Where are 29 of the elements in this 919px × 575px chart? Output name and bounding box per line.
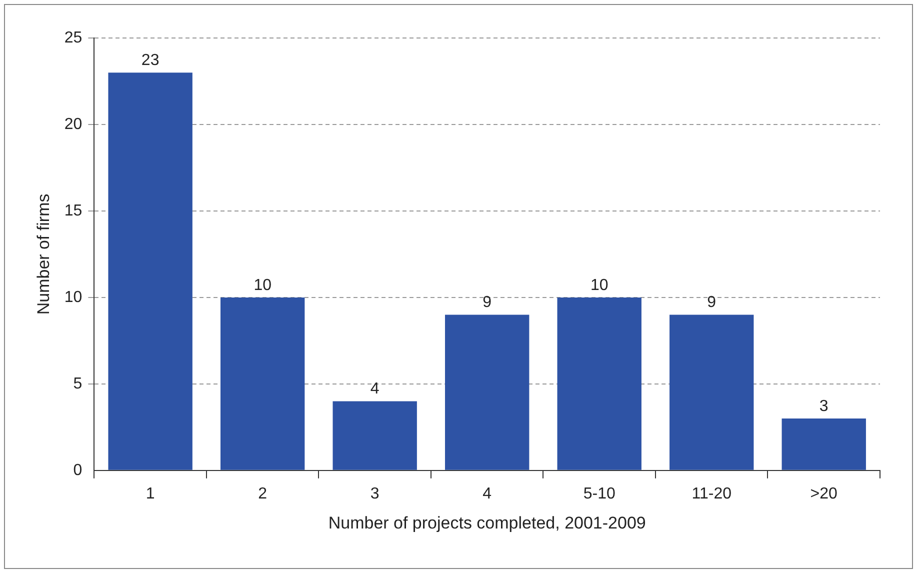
bar [445, 314, 530, 470]
data-label: 10 [254, 276, 272, 294]
x-tick-label: 2 [258, 485, 268, 502]
y-tick-label: 20 [64, 116, 82, 133]
data-label: 3 [819, 398, 828, 415]
data-label: 9 [482, 294, 492, 312]
bar [220, 297, 305, 470]
data-label: 10 [590, 276, 608, 294]
x-tick-label: >20 [810, 485, 838, 502]
data-label: 23 [141, 52, 160, 69]
x-tick-label: 4 [482, 485, 492, 502]
y-axis-title: Number of firms [34, 194, 53, 315]
y-tick-label: 0 [73, 462, 82, 479]
data-label: 9 [707, 294, 716, 312]
x-tick-label: 1 [146, 485, 155, 502]
bar [557, 297, 642, 470]
x-axis-title: Number of projects completed, 2001-2009 [328, 513, 646, 532]
bar [670, 314, 754, 470]
y-tick-label: 5 [73, 375, 82, 392]
bar [332, 401, 417, 470]
bar [782, 418, 866, 470]
x-tick-label: 5-10 [583, 485, 616, 502]
x-tick-label: 11-20 [692, 485, 732, 502]
y-tick-label: 15 [64, 202, 82, 220]
x-tick-label: 3 [370, 485, 380, 502]
y-tick-label: 10 [64, 288, 82, 306]
bar [108, 72, 192, 470]
y-tick-label: 25 [64, 29, 82, 46]
data-label: 4 [370, 380, 380, 398]
